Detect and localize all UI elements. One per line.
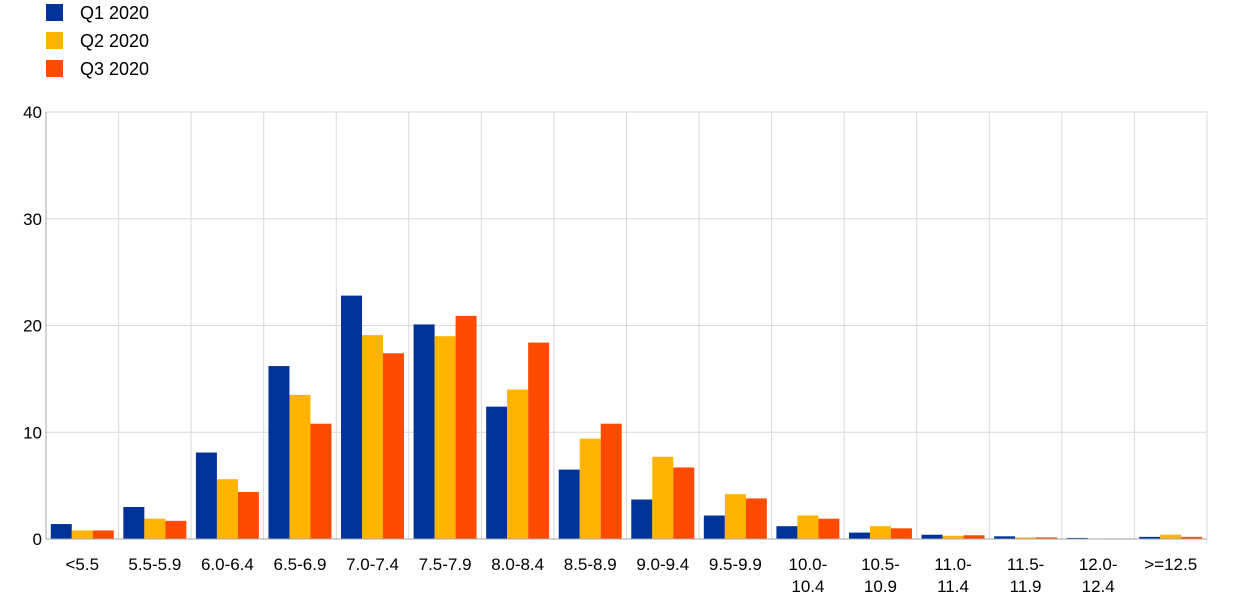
bar bbox=[994, 536, 1016, 539]
gridlines bbox=[45, 111, 1208, 539]
bar bbox=[165, 520, 187, 539]
x-tick-label: 11.5-11.9 bbox=[1007, 555, 1045, 596]
bar bbox=[1066, 537, 1088, 539]
bar bbox=[558, 469, 580, 539]
bar bbox=[818, 518, 840, 539]
bar bbox=[434, 336, 456, 539]
bar bbox=[268, 366, 290, 539]
legend-label: Q2 2020 bbox=[80, 31, 149, 51]
bar bbox=[1139, 536, 1161, 539]
bar bbox=[797, 515, 819, 539]
x-tick-label: 9.5-9.9 bbox=[709, 555, 762, 574]
bar bbox=[455, 315, 477, 539]
x-tick-label: 6.5-6.9 bbox=[274, 555, 327, 574]
bar bbox=[652, 456, 674, 539]
bar bbox=[1036, 537, 1058, 539]
x-tick-label: 7.5-7.9 bbox=[419, 555, 472, 574]
bar bbox=[50, 524, 72, 539]
bar bbox=[71, 530, 93, 539]
bar bbox=[92, 530, 114, 539]
axes bbox=[45, 112, 1207, 540]
bar bbox=[528, 342, 550, 539]
x-tick-label: >=12.5 bbox=[1144, 555, 1197, 574]
x-tick-label: 9.0-9.4 bbox=[636, 555, 689, 574]
x-tick-label: 11.0-11.4 bbox=[934, 555, 972, 596]
bar bbox=[1181, 536, 1203, 539]
bar bbox=[413, 324, 435, 539]
bar bbox=[579, 438, 601, 539]
bar bbox=[341, 295, 363, 539]
y-axis-ticks: 0 10 20 30 40 bbox=[23, 103, 42, 549]
bar bbox=[848, 532, 870, 539]
legend-swatch bbox=[46, 32, 63, 49]
x-tick-label: 8.0-8.4 bbox=[491, 555, 544, 574]
bar bbox=[237, 492, 259, 539]
bar bbox=[703, 515, 725, 539]
legend-swatch bbox=[46, 60, 63, 77]
y-tick-label: 20 bbox=[23, 317, 42, 336]
bar bbox=[123, 506, 145, 539]
bars bbox=[50, 295, 1203, 539]
legend-label: Q3 2020 bbox=[80, 59, 149, 79]
legend: Q1 2020 Q2 2020 Q3 2020 bbox=[46, 3, 149, 79]
bar bbox=[631, 499, 653, 539]
bar bbox=[195, 452, 217, 539]
x-axis-ticks: <5.5 5.5-5.9 6.0-6.4 6.5-6.9 7.0-7.4 7.5-7.9 8… bbox=[66, 555, 1198, 596]
bar bbox=[869, 526, 891, 539]
bar bbox=[144, 518, 166, 539]
bar bbox=[1160, 534, 1182, 539]
y-tick-label: 40 bbox=[23, 103, 42, 122]
bar bbox=[890, 528, 912, 539]
bar bbox=[724, 494, 746, 539]
x-tick-label: 5.5-5.9 bbox=[128, 555, 181, 574]
x-tick-label: 10.5-10.9 bbox=[861, 555, 900, 596]
bar bbox=[289, 394, 311, 539]
bar bbox=[486, 406, 508, 539]
legend-swatch bbox=[46, 4, 63, 21]
bar bbox=[383, 353, 405, 539]
y-tick-label: 10 bbox=[23, 423, 42, 442]
x-tick-label: 12.0-12.4 bbox=[1079, 555, 1118, 596]
bar bbox=[745, 498, 767, 539]
bar bbox=[1015, 537, 1037, 539]
y-tick-label: 30 bbox=[23, 210, 42, 229]
bar bbox=[942, 535, 964, 539]
bar bbox=[776, 526, 798, 539]
x-tick-label: 6.0-6.4 bbox=[201, 555, 254, 574]
x-tick-label: <5.5 bbox=[66, 555, 100, 574]
x-tick-label: 10.0-10.4 bbox=[789, 555, 828, 596]
bar bbox=[362, 335, 384, 539]
bar bbox=[216, 479, 238, 539]
x-tick-label: 7.0-7.4 bbox=[346, 555, 399, 574]
y-tick-label: 0 bbox=[33, 530, 42, 549]
bar bbox=[963, 535, 985, 539]
legend-label: Q1 2020 bbox=[80, 3, 149, 23]
bar bbox=[921, 534, 943, 539]
bar bbox=[600, 423, 622, 539]
bar bbox=[310, 423, 332, 539]
bar bbox=[673, 467, 695, 539]
x-tick-label: 8.5-8.9 bbox=[564, 555, 617, 574]
bar bbox=[507, 389, 529, 539]
